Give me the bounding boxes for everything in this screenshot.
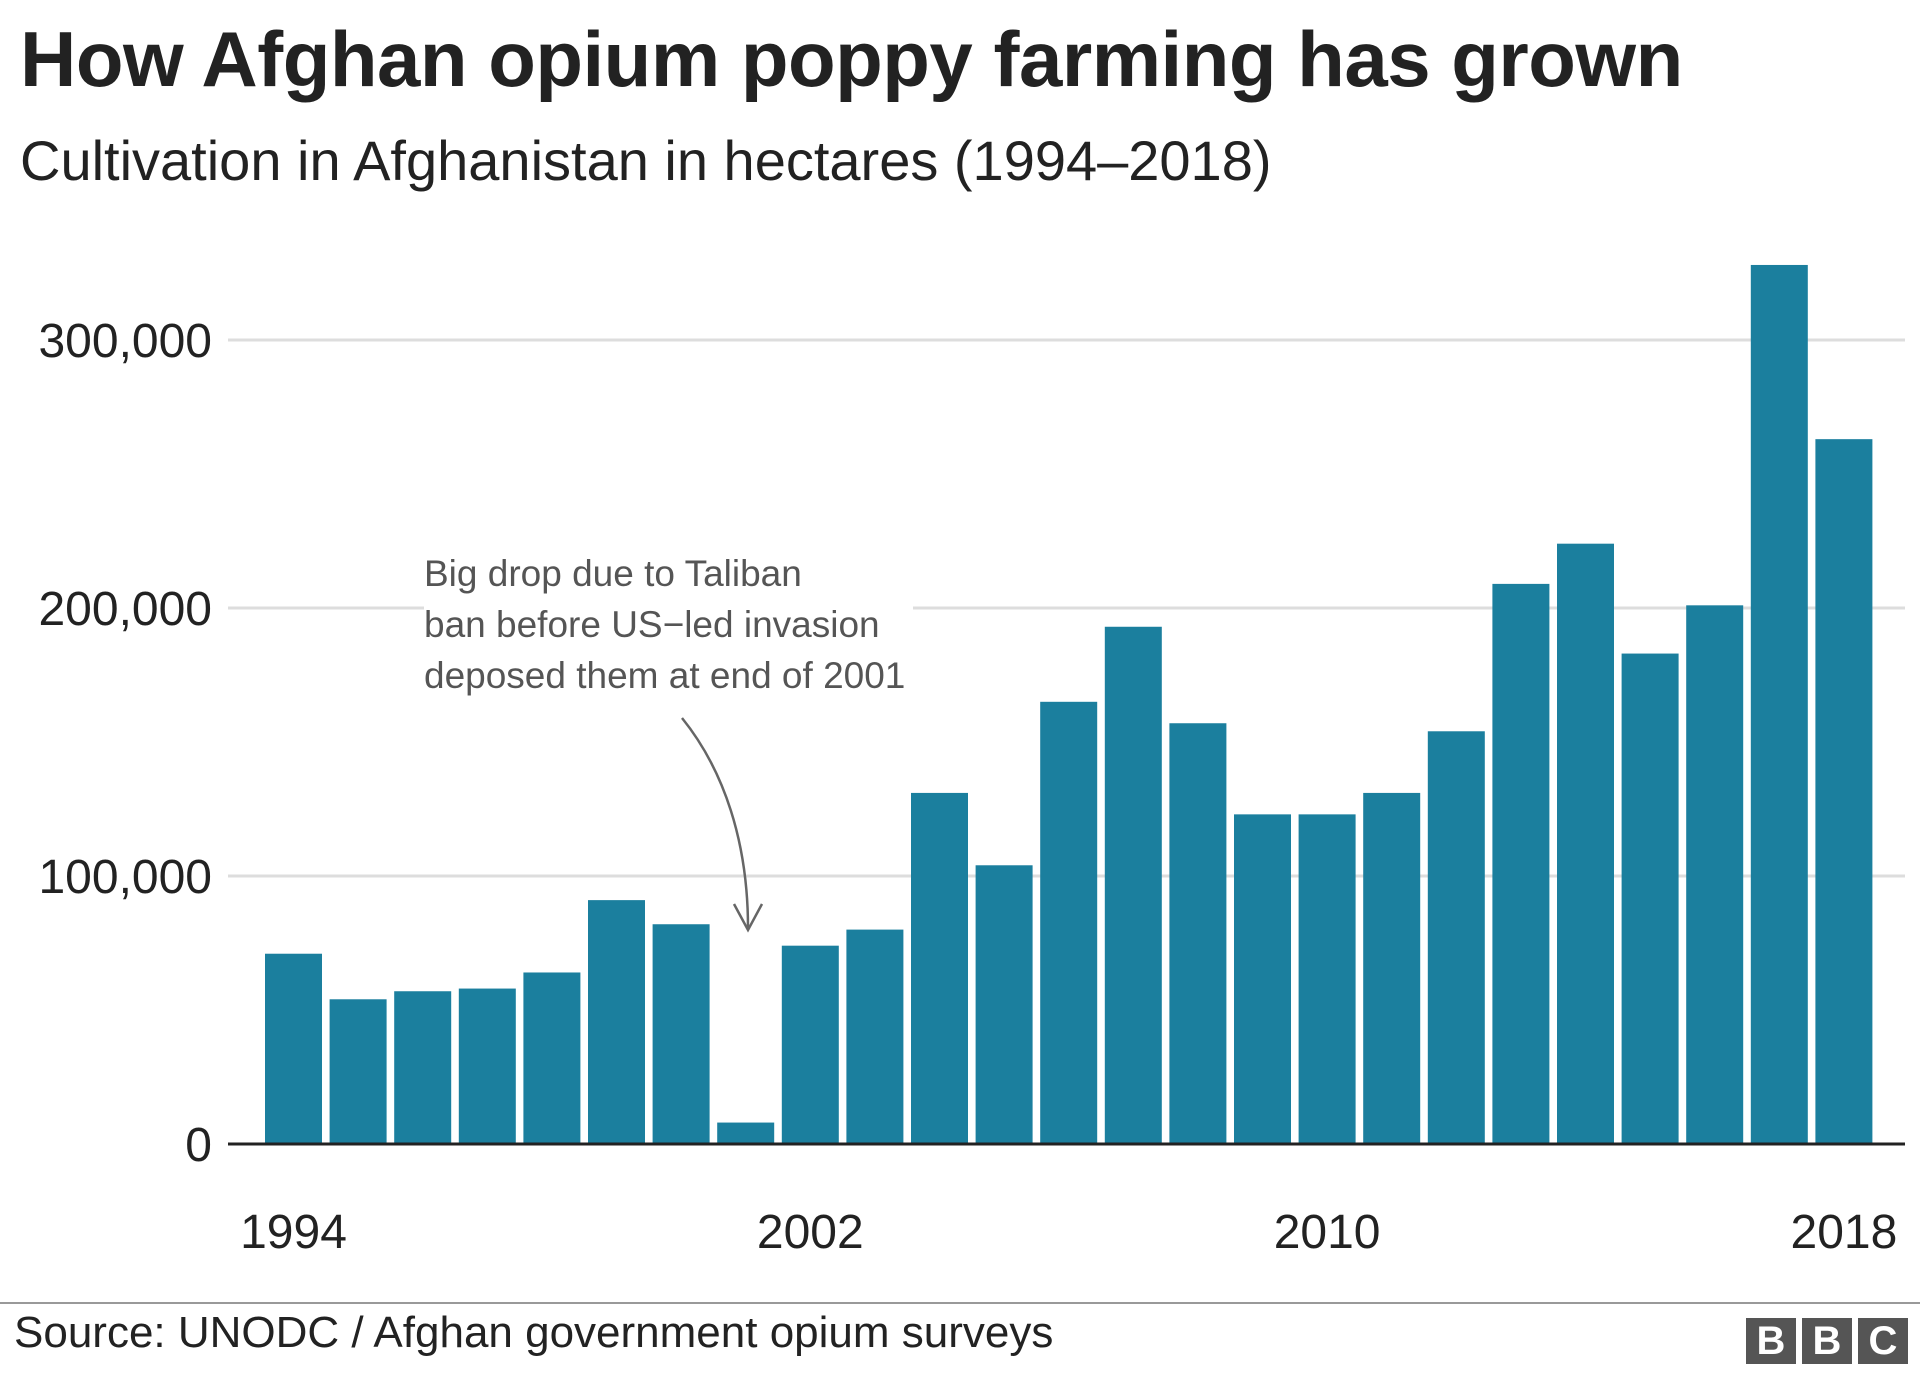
bar-2017	[1750, 264, 1808, 1145]
annotation-arrowhead	[732, 903, 764, 933]
source-note: Source: UNODC / Afghan government opium …	[14, 1308, 1054, 1357]
bar-2006	[1040, 701, 1098, 1144]
x-tick-label: 2010	[1274, 1206, 1381, 1259]
annotation-line: deposed them at end of 2001	[424, 655, 906, 696]
bar-1999	[588, 900, 645, 1144]
bar-1994	[265, 953, 322, 1144]
annotation-arrow-line	[681, 717, 750, 929]
y-tick-label: 0	[185, 1119, 212, 1172]
bbc-logo-block: B	[1746, 1318, 1796, 1364]
bar-2004	[911, 792, 968, 1144]
x-axis-labels: 1994 2002 2010 2018	[240, 1206, 1897, 1259]
bar-2016	[1686, 605, 1744, 1144]
x-tick-label: 2002	[757, 1206, 864, 1259]
chart-title: How Afghan opium poppy farming has grown	[20, 15, 1683, 103]
bar-2018	[1815, 439, 1873, 1144]
bbc-logo: B B C	[1746, 1318, 1908, 1364]
y-tick-label: 300,000	[38, 315, 212, 368]
bar-2015	[1621, 653, 1679, 1144]
y-tick-label: 100,000	[38, 851, 212, 904]
annotation-text: Big drop due to Taliban ban before US−le…	[424, 548, 914, 701]
annotation-line: Big drop due to Taliban	[424, 553, 802, 594]
bar-2001	[717, 1122, 775, 1144]
bbc-logo-block: C	[1858, 1318, 1908, 1364]
x-tick-label: 2018	[1791, 1206, 1898, 1259]
chart-subtitle: Cultivation in Afghanistan in hectares (…	[20, 129, 1272, 192]
bar-2013	[1492, 583, 1550, 1144]
bar-1998	[523, 972, 581, 1144]
bar-2002	[781, 945, 839, 1144]
bar-2014	[1557, 543, 1614, 1144]
footer-divider	[0, 1302, 1920, 1304]
bar-2008	[1169, 723, 1227, 1144]
x-tick-label: 1994	[240, 1206, 347, 1259]
bar-2012	[1427, 731, 1485, 1144]
bar-2003	[846, 929, 904, 1144]
y-tick-label: 200,000	[38, 583, 212, 636]
bar-2005	[975, 865, 1033, 1144]
bar-1995	[329, 999, 387, 1144]
bar-2007	[1104, 626, 1162, 1144]
bbc-logo-block: B	[1802, 1318, 1852, 1364]
annotation-line: ban before US−led invasion	[424, 604, 880, 645]
bar-2009	[1234, 814, 1291, 1144]
bars	[265, 264, 1873, 1145]
bar-2010	[1298, 814, 1356, 1144]
y-axis-labels: 0 100,000 200,000 300,000	[38, 315, 212, 1172]
bar-2011	[1363, 792, 1421, 1144]
bar-1996	[394, 991, 452, 1144]
bar-1997	[458, 988, 516, 1144]
bar-chart: 0 100,000 200,000 300,000 1994 2002 2010 2018	[38, 264, 1905, 1259]
bar-2000	[652, 924, 710, 1144]
annotation-arrow	[681, 717, 764, 933]
